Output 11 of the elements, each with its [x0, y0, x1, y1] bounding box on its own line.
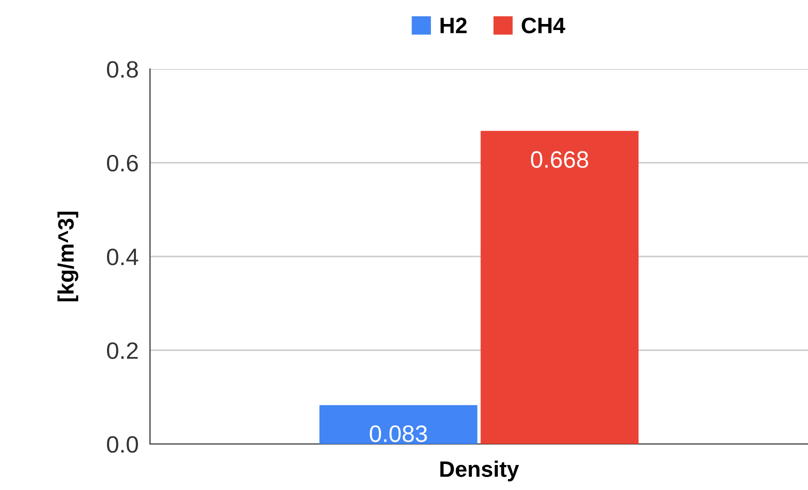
legend-label: H2: [440, 18, 467, 34]
data-label: 0.083: [370, 425, 427, 442]
y-axis-title: [kg/m^3]: [57, 212, 78, 302]
x-tick-label: Density: [440, 460, 520, 482]
y-tick-label: 0.0: [106, 436, 138, 453]
y-tick-label: 0.4: [106, 248, 138, 266]
legend-label: CH4: [522, 18, 566, 34]
y-tick-label: 0.2: [106, 342, 138, 360]
y-tick-label: 0.6: [106, 154, 138, 172]
data-label: 0.668: [530, 151, 588, 168]
y-tick-label: 0.8: [106, 61, 138, 78]
